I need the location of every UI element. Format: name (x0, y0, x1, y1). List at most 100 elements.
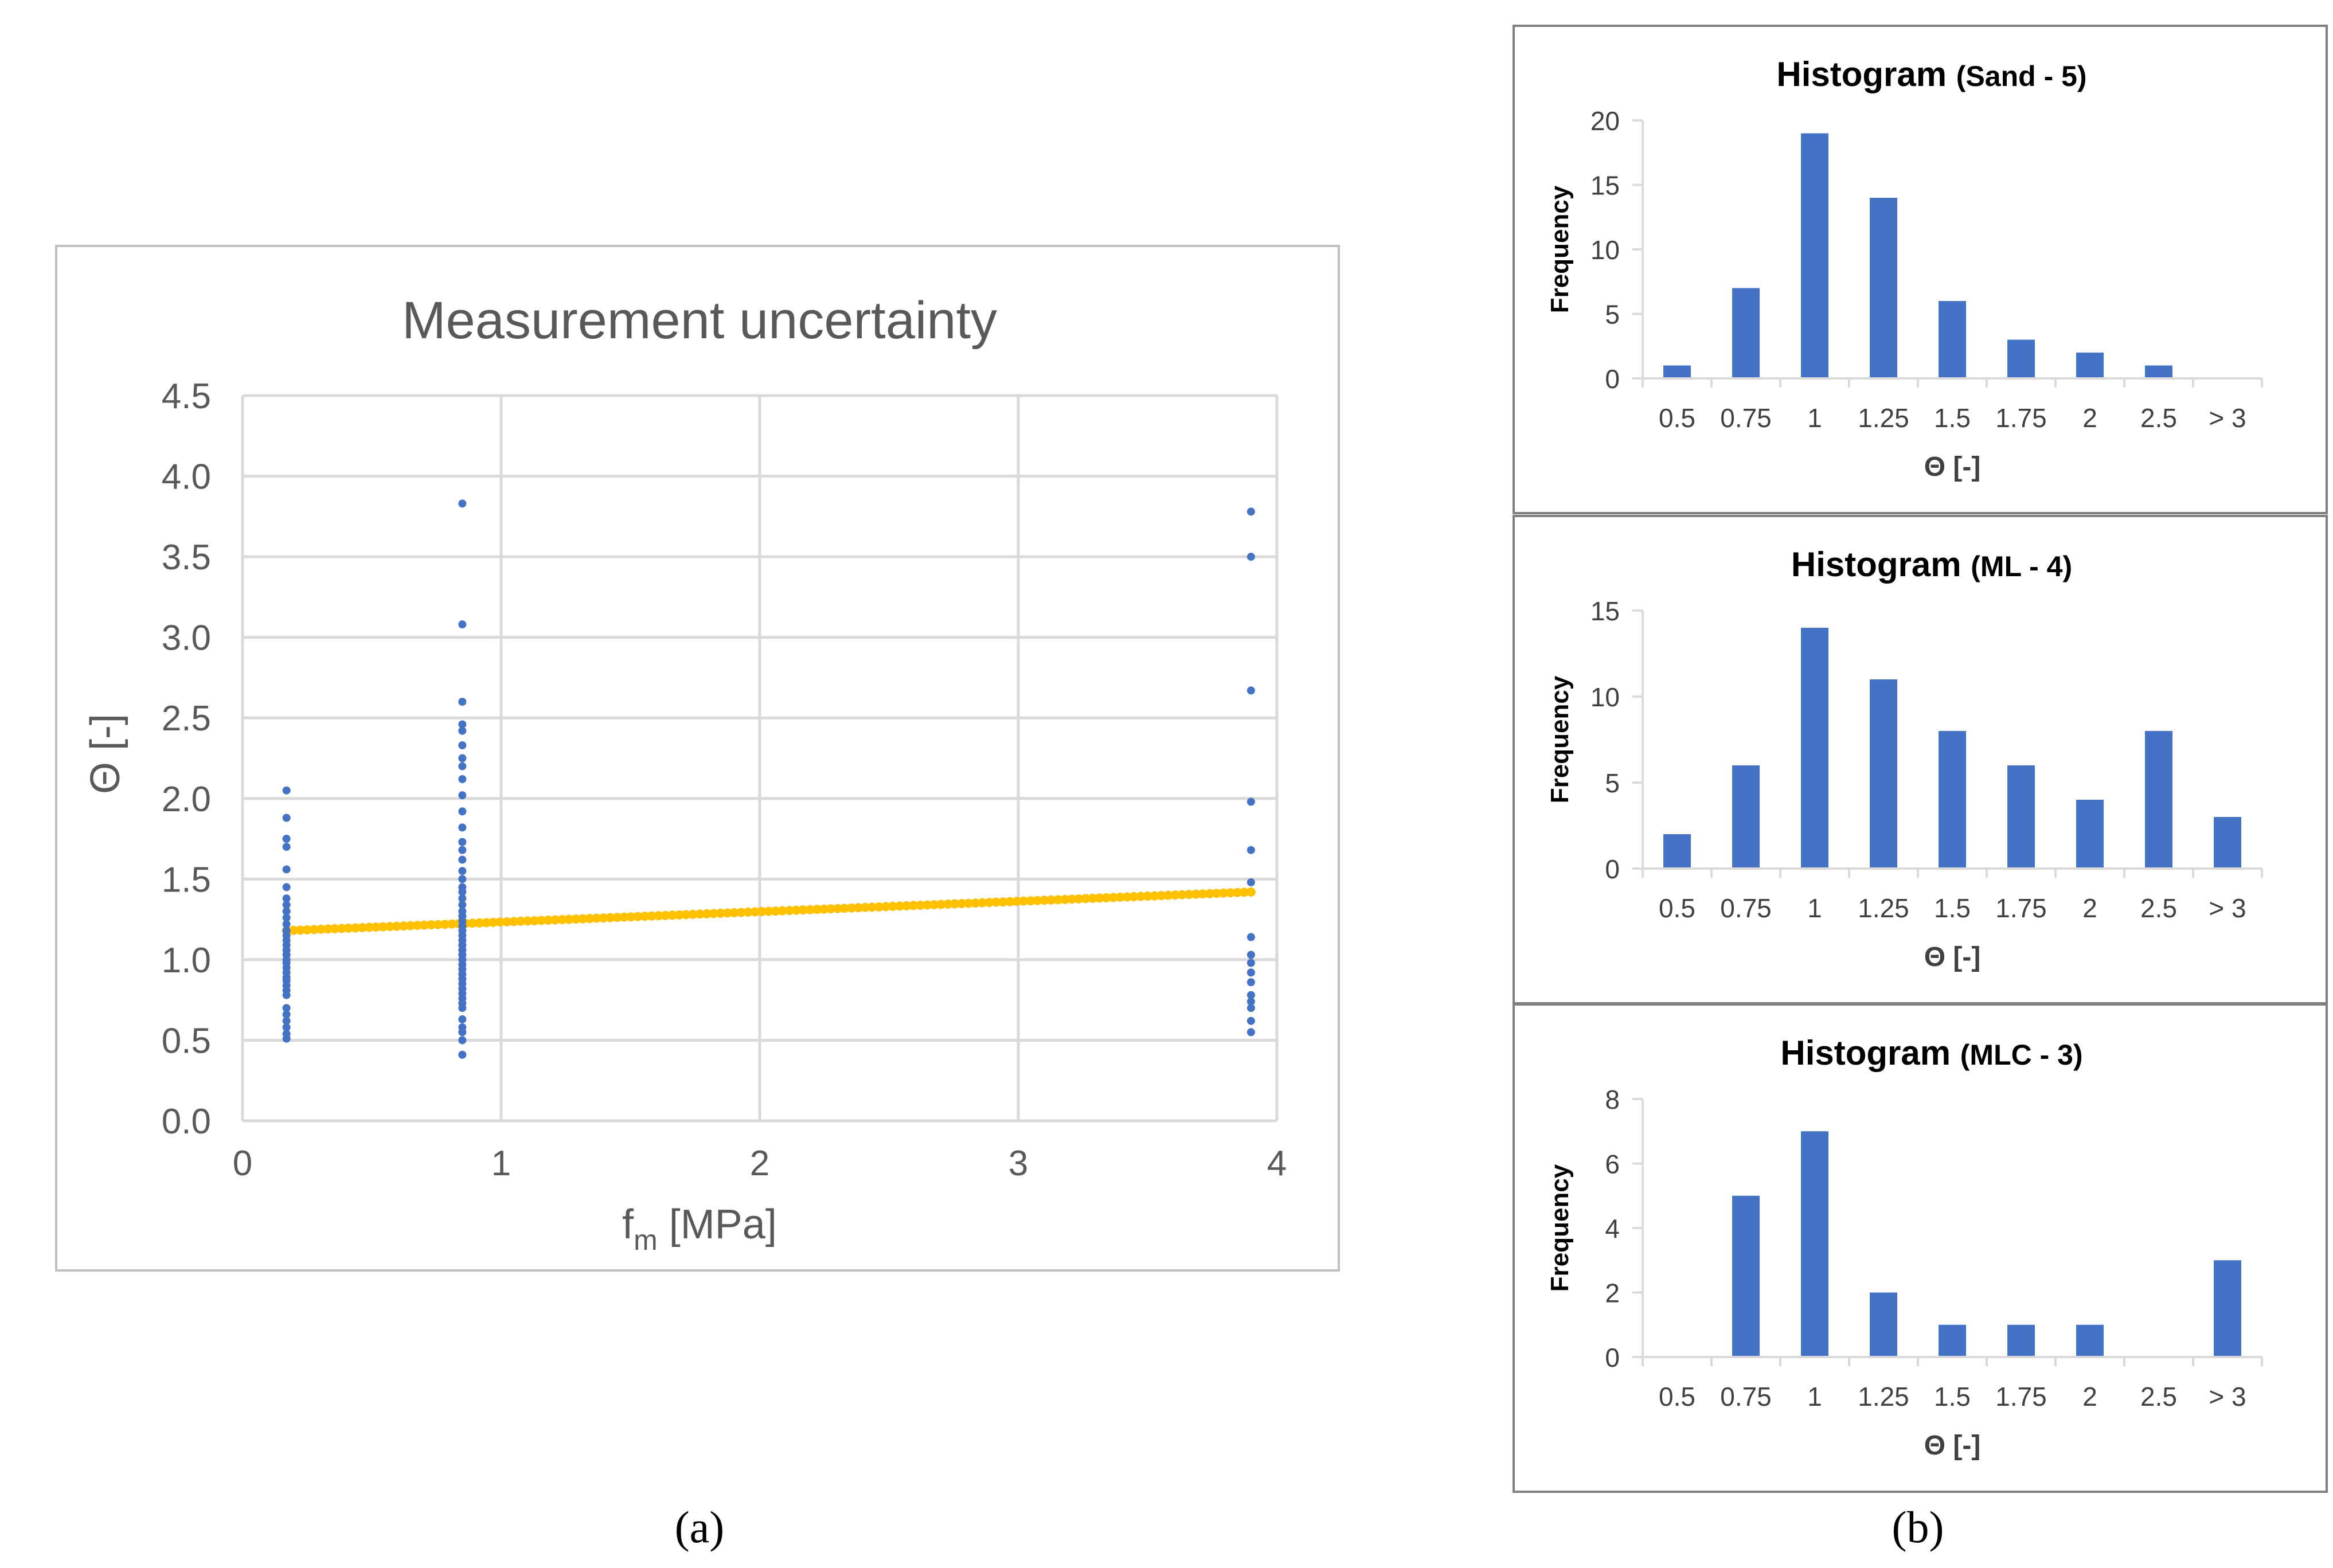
scatter-point (1246, 878, 1255, 886)
trend-line-point (888, 901, 898, 911)
scatter-point (458, 775, 467, 784)
trend-line-point (502, 917, 512, 926)
histogram-frame (1513, 25, 2328, 514)
scatter-y-tick-label: 3.5 (162, 538, 211, 577)
scatter-point (282, 814, 291, 822)
trend-line-point (1177, 890, 1187, 900)
trend-line-point (784, 906, 794, 916)
trend-line-point (1101, 893, 1111, 902)
scatter-point (1246, 968, 1255, 977)
scatter-point (282, 1004, 291, 1012)
scatter-point (458, 1015, 467, 1023)
histogram-x-tick-label: 1.25 (1858, 893, 1909, 923)
histogram-y-tick-label: 5 (1605, 300, 1620, 330)
trend-line-point (516, 916, 526, 926)
trend-line-point (1225, 888, 1235, 898)
histogram-title-subtitle: (ML - 4) (1971, 550, 2072, 582)
trend-line-point (440, 920, 450, 929)
trend-line-point (1074, 894, 1084, 904)
trend-line-point (405, 921, 415, 930)
histogram-title: Histogram (ML - 4) (1791, 545, 2072, 584)
trend-line-point (1212, 889, 1221, 898)
histogram-bar (1870, 679, 1897, 869)
scatter-point (458, 741, 467, 750)
trend-line-point (1184, 890, 1194, 900)
histogram-bar (1801, 133, 1828, 378)
histogram-x-tick-label: 1 (1807, 403, 1822, 433)
scatter-chart-panel: Measurement uncertainty 0.0 0.5 1.0 1.5 2.0 2… (55, 245, 1340, 1272)
trend-line-point (812, 905, 822, 914)
histogram-title: Histogram (MLC - 3) (1780, 1034, 2082, 1072)
scatter-point (1246, 797, 1255, 806)
trend-line-point (392, 921, 401, 931)
trend-line-point (978, 898, 987, 908)
trend-line-point (681, 910, 691, 920)
scatter-point (1246, 1016, 1255, 1025)
scatter-point (1246, 933, 1255, 941)
histogram-x-tick-label: 2.5 (2140, 1382, 2177, 1411)
scatter-y-tick-label: 1.5 (162, 860, 211, 900)
trend-line-point (923, 900, 932, 910)
histogram-bar (1801, 1131, 1828, 1357)
scatter-point (1246, 686, 1255, 695)
scatter-x-tick-label: 4 (1267, 1144, 1287, 1183)
histogram-x-tick-label: 1.5 (1934, 1382, 1971, 1411)
trend-line-point (1198, 889, 1207, 899)
scatter-point (458, 762, 467, 771)
trend-line-point (571, 914, 581, 924)
trend-line-point (902, 901, 912, 910)
scatter-point (1246, 846, 1255, 854)
scatter-point (282, 865, 291, 874)
histogram-x-tick-label: 2.5 (2140, 893, 2177, 923)
trend-line-point (943, 900, 953, 909)
trend-line-point (605, 913, 615, 922)
histogram-bar (1663, 834, 1691, 869)
scatter-point (282, 926, 291, 935)
trend-line-point (412, 921, 422, 930)
scatter-point (458, 1050, 467, 1059)
histogram-bar (1870, 198, 1897, 378)
trend-line-point (1060, 894, 1070, 904)
histogram-x-axis-label: Θ [-] (1924, 452, 1981, 482)
trend-line-point (1129, 892, 1139, 902)
trend-line-point (433, 920, 443, 929)
histogram-x-tick-label: 0.5 (1659, 893, 1695, 923)
trend-line-point (674, 910, 684, 920)
trend-line-point (881, 902, 891, 912)
scatter-point (458, 754, 467, 763)
trend-line-point (957, 899, 967, 909)
trend-line-point (530, 916, 540, 925)
scatter-point (458, 1023, 467, 1031)
histogram-bar (2076, 800, 2104, 869)
trend-line-point (895, 901, 905, 911)
scatter-x-tick-label: 1 (491, 1144, 511, 1183)
scatter-point (1246, 951, 1255, 959)
histogram-bar (1732, 288, 1760, 378)
histogram-y-tick-label: 6 (1605, 1149, 1620, 1179)
trend-line-point (771, 906, 780, 916)
scatter-point (1246, 507, 1255, 516)
scatter-chart-title: Measurement uncertainty (402, 291, 997, 350)
trend-line-point (1026, 896, 1035, 906)
scatter-point (458, 791, 467, 800)
scatter-point (458, 855, 467, 864)
trend-line-point (1012, 897, 1022, 906)
trend-line-point (626, 912, 636, 922)
scatter-point (458, 720, 467, 729)
histogram-bar (1732, 765, 1760, 869)
histogram-ml-4-panel: Histogram (ML - 4) 0 5 10 15 0.5 0.75 1 1.25 1.5 1… (1513, 515, 2328, 1004)
histogram-bar (2007, 765, 2035, 869)
histogram-bar (1801, 628, 1828, 869)
histogram-x-tick-label: 0.75 (1720, 893, 1772, 923)
scatter-point (458, 883, 467, 891)
scatter-point (458, 620, 467, 629)
histogram-bar (2214, 817, 2241, 869)
trend-line-point (578, 914, 588, 924)
trend-line-point (302, 925, 312, 934)
scatter-y-tick-label: 4.0 (162, 458, 211, 497)
histogram-frame (1513, 515, 2328, 1004)
trend-line-group (282, 887, 1256, 936)
scatter-y-tick-label: 2.0 (162, 780, 211, 819)
scatter-point (458, 807, 467, 816)
trend-line-point (357, 922, 367, 932)
